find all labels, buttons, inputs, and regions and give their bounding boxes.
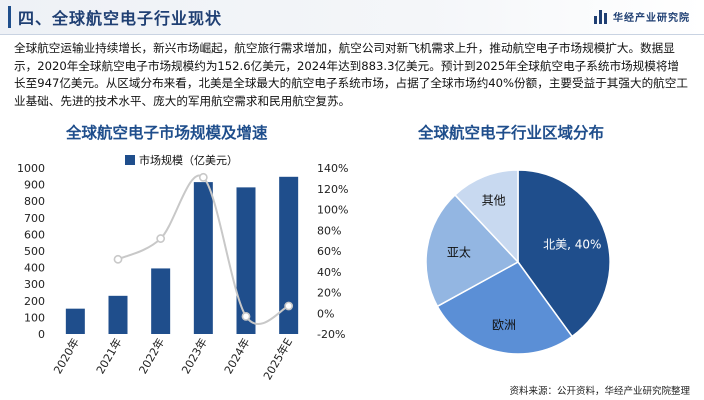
bar-series [65,176,299,334]
brand-logo-icon [594,9,608,24]
pie-slices [425,169,611,355]
x-tick-label: 2025年E [260,335,295,382]
right-axis-ticks: -20% 0% 20% 40% 60% 80% 100% 120% 140% [317,162,348,341]
pie-slice [517,169,611,338]
pie-slice-label: 亚太 [447,245,471,260]
left-tick-label: 600 [24,228,45,241]
header-divider [0,34,704,35]
growth-line-series [113,172,294,325]
pie-labels: 北美, 40% 欧洲 亚太 其他 [447,193,601,331]
bar [108,295,128,334]
left-tick-label: 500 [24,245,45,258]
left-tick-label: 400 [24,262,45,275]
bar-chart-title: 全球航空电子市场规模及增速 [66,124,268,142]
summary-paragraph: 全球航空运输业持续增长，新兴市场崛起，航空旅行需求增加，航空公司对新飞机需求上升… [14,41,688,108]
pie-slice-label: 其他 [482,193,506,207]
x-axis-labels: 2020年 2021年 2022年 2023年 2024年 2025年E [50,335,295,382]
left-tick-label: 900 [24,179,45,192]
legend-swatch [125,155,135,165]
header-accent [8,6,11,28]
right-tick-label: 60% [317,245,341,258]
bar [65,308,85,334]
right-tick-label: 0% [317,307,334,320]
growth-point [241,311,251,321]
growth-point [156,234,166,243]
bar [151,268,171,334]
left-tick-label: 700 [24,212,45,225]
chart-legend: 市场规模（亿美元） [125,153,238,167]
bar [193,182,213,334]
right-tick-label: 20% [317,287,341,300]
left-tick-label: 200 [24,295,45,308]
x-tick-label: 2022年 [136,336,168,377]
x-tick-label: 2021年 [93,336,125,377]
legend-label: 市场规模（亿美元） [139,153,238,167]
bar [279,176,299,334]
left-tick-label: 1000 [17,162,45,175]
right-tick-label: -20% [317,328,345,341]
pie-slice-label: 北美, 40% [543,237,601,251]
right-tick-label: 100% [317,204,348,217]
growth-point [198,172,208,182]
right-tick-label: 120% [317,183,348,196]
pie-slice [436,261,574,355]
x-tick-label: 2024年 [221,336,253,377]
source-note: 资料来源：公开资料，华经产业研究院整理 [509,386,690,397]
pie-slice [425,193,520,308]
left-tick-label: 100 [24,311,45,324]
x-tick-label: 2023年 [178,336,210,377]
right-tick-label: 40% [317,266,341,279]
left-tick-label: 800 [24,195,45,208]
bar [236,187,256,334]
brand: 华经产业研究院 [594,9,690,24]
pie-slice-label: 欧洲 [492,318,516,332]
right-tick-label: 140% [317,162,348,175]
pie-slice [453,169,519,264]
growth-line [117,174,290,325]
left-tick-label: 300 [24,278,45,291]
header-bar: 四、全球航空电子行业现状 华经产业研究院 [0,0,704,34]
growth-point [113,254,123,264]
brand-name: 华经产业研究院 [613,13,690,24]
growth-point [284,301,294,311]
left-tick-label: 0 [38,328,45,341]
pie-chart-title: 全球航空电子行业区域分布 [418,124,605,142]
page-title: 四、全球航空电子行业现状 [18,9,223,28]
left-axis-ticks: 0 100 200 300 400 500 600 700 800 900 1000 [17,162,45,341]
x-tick-label: 2020年 [50,336,82,377]
right-tick-label: 80% [317,224,341,237]
